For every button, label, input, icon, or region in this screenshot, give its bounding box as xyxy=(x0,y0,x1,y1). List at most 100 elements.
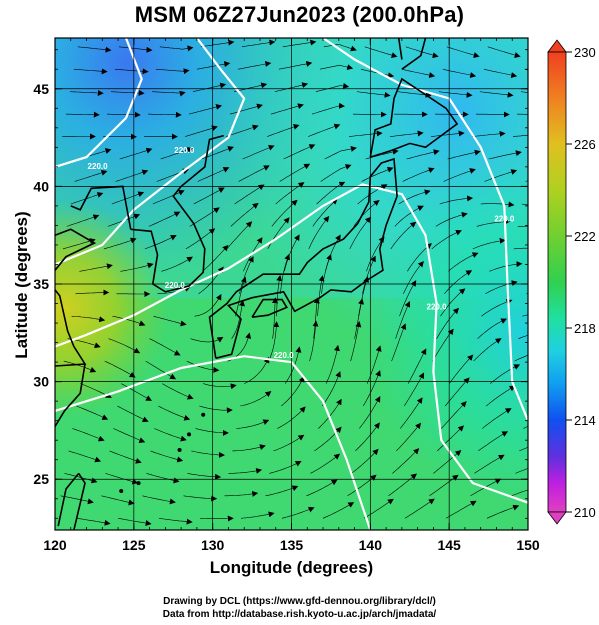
colorbar-tick-label: 214 xyxy=(574,413,596,428)
colorbar-tick-label: 226 xyxy=(574,137,596,152)
streamline xyxy=(431,229,462,250)
streamline xyxy=(353,199,380,227)
colorbar-tick-label: 218 xyxy=(574,321,596,336)
streamline xyxy=(307,123,341,137)
streamline xyxy=(233,82,268,92)
streamline xyxy=(193,187,225,205)
streamline xyxy=(73,68,108,75)
streamline xyxy=(71,315,106,323)
streamline xyxy=(444,270,473,294)
streamline xyxy=(162,383,194,400)
streamline xyxy=(65,111,100,118)
colorbar-tick-label: 230 xyxy=(574,45,596,60)
coastline xyxy=(55,363,86,427)
x-axis-label: Longitude (degrees) xyxy=(209,558,374,577)
streamline xyxy=(79,263,113,272)
streamline xyxy=(489,261,523,272)
credit-line-data: Data from http://database.rish.kyoto-u.a… xyxy=(162,609,437,620)
streamline xyxy=(117,405,149,422)
streamline xyxy=(318,398,342,429)
coastline xyxy=(57,472,80,527)
streamline xyxy=(191,450,225,458)
island-marker xyxy=(201,412,206,417)
streamline xyxy=(473,338,502,362)
streamline xyxy=(115,169,149,182)
streamline xyxy=(486,385,516,407)
coastline xyxy=(70,185,132,230)
island-marker xyxy=(136,481,141,486)
streamline xyxy=(269,461,302,474)
streamline xyxy=(105,473,139,485)
streamline xyxy=(271,297,278,339)
streamline xyxy=(229,103,263,115)
streamline xyxy=(441,401,467,429)
streamline xyxy=(399,280,417,317)
streamline xyxy=(230,202,259,227)
streamline xyxy=(158,405,191,421)
streamline xyxy=(268,321,280,362)
streamline xyxy=(273,434,305,452)
streamline xyxy=(270,103,304,115)
streamline xyxy=(147,111,182,118)
streamline xyxy=(154,428,187,442)
streamline xyxy=(355,422,380,452)
streamline xyxy=(442,68,477,78)
x-tick-label: 140 xyxy=(359,537,383,553)
streamline xyxy=(448,252,479,272)
streamline xyxy=(274,82,309,92)
grid-lines xyxy=(55,38,528,530)
streamline xyxy=(234,184,265,205)
streamline xyxy=(363,498,394,519)
streamline xyxy=(324,145,357,160)
streamline xyxy=(429,474,459,497)
streamline xyxy=(265,485,299,497)
streamline xyxy=(440,288,466,317)
streamline xyxy=(511,489,528,497)
streamline xyxy=(403,372,425,407)
y-tick-label: 40 xyxy=(33,178,49,194)
streamline xyxy=(161,256,193,272)
streamline xyxy=(519,447,528,452)
streamline xyxy=(321,371,341,407)
streamline xyxy=(311,102,345,115)
streamline xyxy=(443,168,476,182)
x-tick-label: 125 xyxy=(122,537,146,553)
streamline xyxy=(388,473,417,497)
island-marker xyxy=(177,447,182,452)
streamline xyxy=(75,289,110,296)
y-tick-label: 25 xyxy=(33,471,49,487)
streamline xyxy=(202,244,229,272)
contour-label: 220.0 xyxy=(88,162,109,171)
streamline xyxy=(194,293,222,317)
y-tick-label: 35 xyxy=(33,276,49,292)
streamline xyxy=(310,453,341,474)
streamline xyxy=(231,300,245,339)
streamline xyxy=(62,238,96,250)
streamline xyxy=(348,130,383,137)
contour-label: 220.0 xyxy=(427,302,448,311)
island-marker xyxy=(119,488,124,493)
streamline xyxy=(325,344,340,384)
streamline xyxy=(112,315,146,327)
streamline xyxy=(349,216,372,250)
streamline xyxy=(472,237,506,250)
streamline xyxy=(111,191,145,205)
streamline xyxy=(226,221,253,250)
streamline xyxy=(400,397,423,429)
coastline xyxy=(369,77,459,158)
streamline xyxy=(114,68,149,75)
streamline xyxy=(390,221,417,250)
colorbar-bar xyxy=(547,51,567,513)
streamline xyxy=(185,125,218,137)
contour-label: 220.0 xyxy=(494,215,515,224)
streamline xyxy=(476,218,511,227)
streamline xyxy=(72,428,105,442)
streamline xyxy=(244,356,270,384)
y-axis-ticks: 25 30 35 40 45 xyxy=(33,49,528,519)
contour-label: 220.0 xyxy=(174,146,195,155)
colorbar-tick-label: 222 xyxy=(574,229,596,244)
streamline xyxy=(240,390,272,407)
streamline xyxy=(319,64,354,71)
streamline xyxy=(323,44,357,52)
streamline xyxy=(439,195,474,205)
